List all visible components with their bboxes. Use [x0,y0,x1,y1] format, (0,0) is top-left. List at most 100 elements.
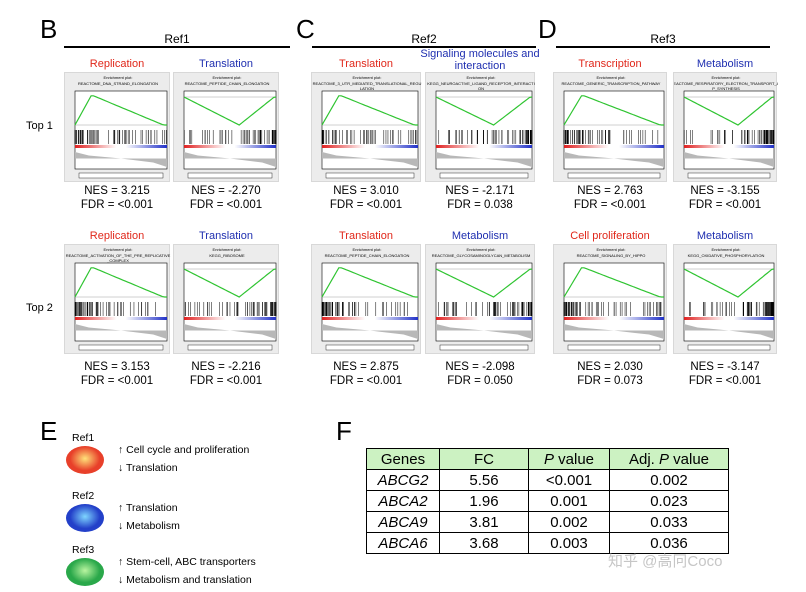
gsea-stats: NES = -2.098 FDR = 0.050 [419,360,541,388]
gene-hit-bars [74,130,167,144]
plot-header-text: Enrichment plot: [712,247,741,252]
legend-up-item: ↑ Translation [118,502,178,514]
plot-legend-strip [325,344,415,351]
plot-title-text: P_SYNTHESIS [712,86,740,91]
fdr-value: FDR = <0.001 [329,199,403,211]
gene-hit-bars [438,302,533,316]
plot-title-text: _COMPLEX [106,258,129,263]
ranked-metric-area [684,152,774,167]
plot-header-text: Enrichment plot: [213,75,242,80]
plot-legend-strip [325,172,415,179]
enrichment-plot: Enrichment plot: REACTOME_GLYCOSAMINOGLYC… [425,244,535,354]
gsea-stats: NES = 2.030 FDR = 0.073 [547,360,673,388]
plot-legend-strip [567,172,661,179]
enrichment-curve [183,268,277,298]
legend-ref-label: Ref2 [72,490,95,502]
ranked-metric-area [684,324,774,339]
gsea-stats: NES = -2.171 FDR = 0.038 [419,184,541,212]
enrichment-curve [74,95,167,126]
cell-blob-icon [66,504,104,532]
gsea-category-label: Translation [198,58,253,70]
cell-fc: 5.56 [439,469,529,491]
cell-p: 0.001 [528,490,610,512]
enrichment-plot-svg: Enrichment plot:REACTOME_GLYCOSAMINOGLYC… [432,247,533,351]
plot-title-text: REACTOME_ACTIVATION_OF_THE_PRE_REPLICATI… [66,253,171,258]
ranked-metric-area [322,324,418,339]
arrow-up-icon: ↑ [118,502,126,514]
plot-legend-strip [687,344,771,351]
enrichment-plot-svg: Enrichment plot:KEGG_RIBOSOME [183,247,277,351]
gsea-category-label: Transcription [578,58,642,70]
cell-fc: 3.81 [439,511,529,533]
header-adj-p-italic: P [658,450,669,468]
nes-value: NES = 3.153 [84,361,150,373]
gene-hit-bars [74,302,156,316]
panel-f-table-wrap: Genes FC P value Adj. P value ABCG2 5.56… [366,448,729,554]
plot-header-text: Enrichment plot: [597,247,626,252]
legend-up-text: Translation [125,502,178,514]
rank-gradient-bar [684,145,774,148]
cell-adjp: 0.002 [609,469,729,491]
plot-legend-strip [187,172,273,179]
gsea-stats: NES = 2.763 FDR = <0.001 [547,184,673,212]
ranked-metric-area [436,152,532,167]
gsea-stats: NES = 3.010 FDR = <0.001 [305,184,427,212]
ranked-metric-area [184,152,276,167]
panel-letter-c: C [296,14,315,44]
plot-legend-strip [567,344,661,351]
ranked-metric-area [564,324,664,339]
rank-gradient-bar [436,145,532,148]
arrow-up-icon: ↑ [118,444,127,456]
ref2-line [312,46,536,48]
plot-title-text: REACTOME_3_UTR_MEDIATED_TRANSLATIONAL_RE… [313,81,422,86]
enrichment-plot: Enrichment plot: KEGG_OXIDATIVE_PHOSPHORY… [673,244,777,354]
cell-gene: ABCA2 [366,490,440,512]
table-header-row: Genes FC P value Adj. P value [366,448,729,470]
enrichment-curve [183,96,277,126]
enrichment-plot-svg: Enrichment plot:KEGG_NEUROACTIVE_LIGAND_… [427,75,535,179]
panel-letter-e: E [40,416,58,446]
plot-header-text: Enrichment plot: [597,75,626,80]
gsea-stats: NES = -3.147 FDR = <0.001 [667,360,783,388]
legend-up-item: ↑ Stem-cell, ABC transporters [118,556,256,568]
watermark-text: 知乎 @高冋Coco [608,553,723,570]
arrow-up-icon: ↑ [118,556,127,568]
plot-title-text: REACTOME_PEPTIDE_CHAIN_ELONGATION [325,253,410,258]
fdr-value: FDR = 0.073 [577,375,643,387]
ranked-metric-area [184,324,276,339]
rank-gradient-bar [75,317,167,320]
fdr-value: FDR = <0.001 [80,199,154,211]
enrichment-plot: Enrichment plot: KEGG_RIBOSOME [173,244,279,354]
fdr-value: FDR = <0.001 [573,199,647,211]
ranked-metric-area [75,324,167,339]
gsea-stats: NES = -3.155 FDR = <0.001 [667,184,783,212]
enrichment-plot: Enrichment plot: REACTOME_ACTIVATION_OF_T… [64,244,171,354]
cell-adjp: 0.023 [609,490,729,512]
legend-down-item: ↓ Metabolism [118,520,180,532]
plot-title-text: KEGG_NEUROACTIVE_LIGAND_RECEPTOR_INTERAC… [427,81,535,86]
plot-legend-strip [78,344,164,351]
plot-title-text: KEGG_RIBOSOME [209,253,245,258]
enrichment-plot-svg: Enrichment plot:REACTOME_ACTIVATION_OF_T… [66,247,171,351]
rank-gradient-bar [564,317,664,320]
legend-down-text: Metabolism [126,520,180,532]
plot-header-text: Enrichment plot: [467,75,496,80]
cell-gene: ABCA6 [366,532,440,554]
gene-hit-bars [184,302,277,316]
gsea-stats: NES = 3.153 FDR = <0.001 [58,360,176,388]
ranked-metric-area [436,324,532,339]
cell-fc: 1.96 [439,490,529,512]
enrichment-curve [563,95,664,126]
table-row: ABCG2 5.56 <0.001 0.002 [366,469,729,491]
legend-up-text: Cell cycle and proliferation [126,444,250,456]
rank-gradient-bar [75,145,167,148]
plot-title-text: REACTOME_GENERIC_TRANSCRIPTION_PATHWAY [562,81,661,86]
legend-down-item: ↓ Translation [118,462,178,474]
plot-header-text: Enrichment plot: [353,247,382,252]
rank-gradient-bar [322,317,418,320]
plot-title-text: KEGG_OXIDATIVE_PHOSPHORYLATION [688,253,765,258]
gsea-stats: NES = -2.270 FDR = <0.001 [167,184,285,212]
nes-value: NES = -3.147 [690,361,760,373]
plot-title-text: LATION [360,86,374,91]
cell-p: 0.003 [528,532,610,554]
